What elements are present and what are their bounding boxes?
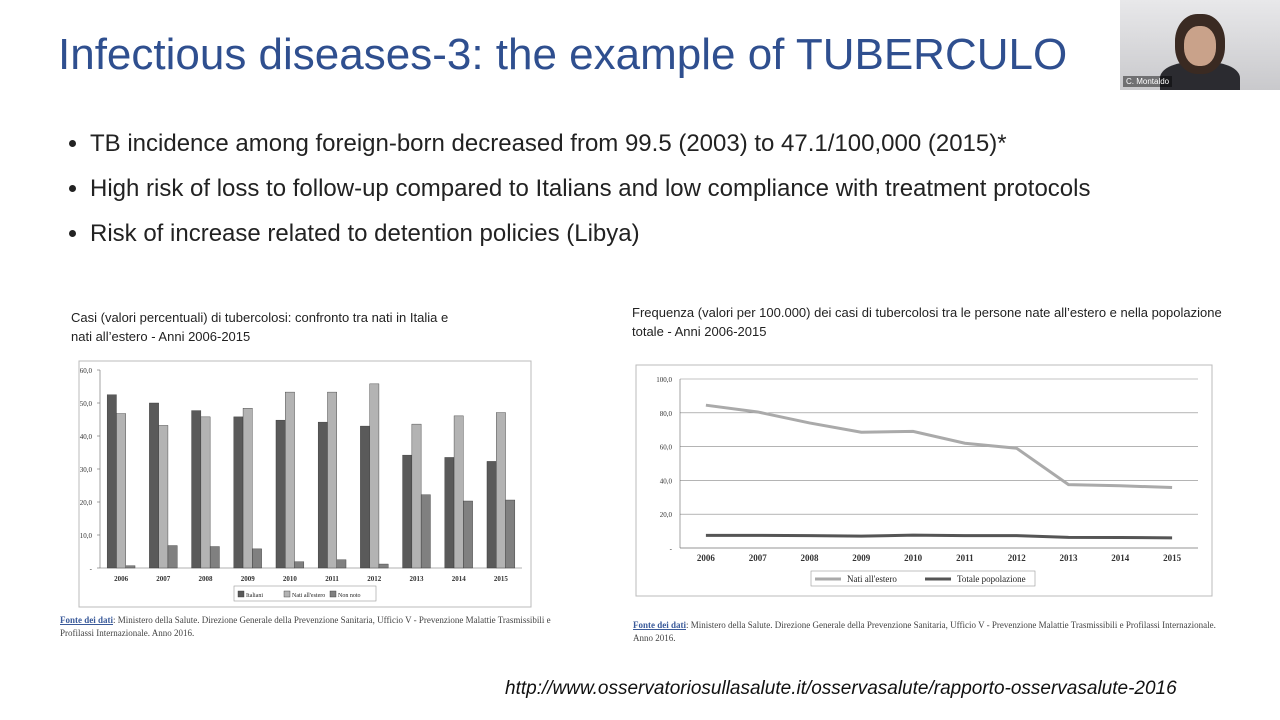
bar bbox=[209, 546, 220, 569]
line-series bbox=[705, 533, 1173, 540]
y-tick-label: 30,0 bbox=[80, 466, 93, 474]
bar bbox=[158, 425, 169, 569]
x-tick-label: 2013 bbox=[1060, 553, 1079, 563]
bar bbox=[463, 500, 473, 569]
y-tick-label: 60,0 bbox=[80, 367, 93, 375]
bar bbox=[444, 457, 455, 569]
bar bbox=[453, 415, 464, 569]
y-tick-label: 40,0 bbox=[80, 433, 93, 441]
bar bbox=[369, 383, 380, 569]
bar bbox=[125, 565, 136, 569]
y-tick-label: 20,0 bbox=[660, 511, 673, 519]
x-tick-label: 2007 bbox=[156, 575, 171, 583]
legend-label: Nati all'estero bbox=[292, 593, 325, 599]
y-tick-label: 10,0 bbox=[80, 532, 93, 540]
legend-label: Nati all'estero bbox=[847, 574, 897, 584]
bar bbox=[252, 548, 262, 569]
slide-title: Infectious diseases-3: the example of TU… bbox=[58, 30, 1068, 79]
x-tick-label: 2012 bbox=[367, 575, 382, 583]
bar bbox=[336, 559, 347, 569]
bar bbox=[275, 419, 286, 569]
bar bbox=[294, 561, 305, 569]
source-text: : Ministero della Salute. Direzione Gene… bbox=[60, 615, 551, 638]
x-tick-label: 2010 bbox=[904, 553, 923, 563]
y-tick-label: - bbox=[90, 565, 93, 573]
bar bbox=[285, 391, 295, 569]
bar bbox=[106, 394, 117, 569]
bar bbox=[496, 412, 506, 569]
bullet: TB incidence among foreign-born decrease… bbox=[90, 128, 1090, 159]
bar bbox=[505, 499, 516, 569]
legend-box bbox=[233, 585, 377, 602]
y-tick-label: 40,0 bbox=[660, 477, 673, 485]
legend-swatch bbox=[237, 590, 245, 598]
bar bbox=[317, 421, 328, 569]
x-tick-label: 2012 bbox=[1008, 553, 1027, 563]
source-text: : Ministero della Salute. Direzione Gene… bbox=[633, 620, 1216, 643]
bar bbox=[191, 410, 202, 569]
source-note: Fonte dei dati: Ministero della Salute. … bbox=[60, 614, 560, 640]
bar bbox=[378, 563, 389, 569]
legend-label: Totale popolazione bbox=[957, 574, 1026, 584]
bar bbox=[233, 416, 244, 569]
bar bbox=[242, 408, 253, 569]
bar bbox=[327, 391, 337, 569]
bar bbox=[200, 416, 211, 569]
bar bbox=[167, 545, 178, 569]
bullet: Risk of increase related to detention po… bbox=[90, 218, 1090, 249]
legend-label: Italiani bbox=[246, 593, 263, 599]
bar bbox=[486, 461, 497, 569]
legend-swatch bbox=[329, 590, 337, 598]
bar bbox=[149, 402, 159, 569]
legend-label: Non noto bbox=[338, 593, 361, 599]
bar bbox=[420, 494, 431, 569]
bar bbox=[116, 413, 126, 569]
source-note: Fonte dei dati: Ministero della Salute. … bbox=[633, 619, 1218, 645]
bullet: High risk of loss to follow-up compared … bbox=[90, 173, 1090, 204]
x-tick-label: 2008 bbox=[801, 553, 820, 563]
chart-title: Frequenza (valori per 100.000) dei casi … bbox=[632, 305, 1222, 339]
x-tick-label: 2013 bbox=[410, 575, 425, 583]
legend-swatch bbox=[283, 590, 291, 598]
x-tick-label: 2006 bbox=[697, 553, 716, 563]
x-tick-label: 2009 bbox=[852, 553, 871, 563]
chart-title: Casi (valori percentuali) di tubercolosi… bbox=[71, 310, 449, 344]
bullet-list: TB incidence among foreign-born decrease… bbox=[60, 128, 1090, 263]
x-tick-label: 2014 bbox=[1111, 553, 1130, 563]
bar bbox=[360, 425, 370, 569]
x-tick-label: 2010 bbox=[283, 575, 298, 583]
x-tick-label: 2015 bbox=[494, 575, 509, 583]
participant-name: C. Montaldo bbox=[1123, 76, 1173, 87]
x-tick-label: 2009 bbox=[241, 575, 256, 583]
source-url: http://www.osservatoriosullasalute.it/os… bbox=[505, 678, 1177, 699]
source-label: Fonte dei dati bbox=[60, 615, 113, 625]
y-tick-label: 20,0 bbox=[80, 499, 93, 507]
bar bbox=[411, 423, 422, 569]
y-tick-label: - bbox=[670, 545, 673, 553]
bar bbox=[402, 454, 413, 569]
y-tick-label: 60,0 bbox=[660, 444, 673, 452]
x-tick-label: 2011 bbox=[325, 575, 339, 583]
x-tick-label: 2006 bbox=[114, 575, 129, 583]
line-series bbox=[705, 403, 1173, 489]
y-tick-label: 80,0 bbox=[660, 410, 673, 418]
x-tick-label: 2011 bbox=[956, 553, 974, 563]
webcam-tile: C. Montaldo bbox=[1120, 0, 1280, 90]
x-tick-label: 2015 bbox=[1163, 553, 1182, 563]
source-label: Fonte dei dati bbox=[633, 620, 686, 630]
legend-box bbox=[810, 570, 1036, 587]
y-tick-label: 100,0 bbox=[656, 376, 672, 384]
x-tick-label: 2008 bbox=[199, 575, 214, 583]
x-tick-label: 2007 bbox=[749, 553, 768, 563]
y-tick-label: 50,0 bbox=[80, 400, 93, 408]
x-tick-label: 2014 bbox=[452, 575, 467, 583]
